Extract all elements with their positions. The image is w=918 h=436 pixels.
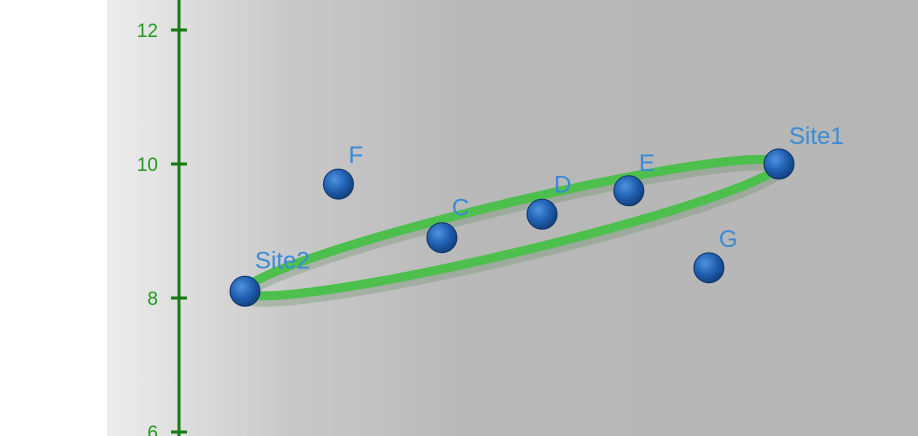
- points-layer: Site1 Site2 C D E F G: [229, 123, 844, 307]
- y-axis-ticks: 6 8 10 12: [137, 21, 187, 436]
- plot-background: [107, 0, 918, 436]
- point-label-e: E: [639, 150, 655, 177]
- y-tick-label: 8: [147, 289, 158, 310]
- y-tick-label: 6: [147, 423, 158, 436]
- point-e[interactable]: [613, 175, 645, 207]
- point-label-site1: Site1: [789, 123, 844, 150]
- point-label-site2: Site2: [255, 247, 310, 274]
- point-label-g: G: [719, 226, 738, 253]
- point-d[interactable]: [526, 198, 558, 230]
- point-label-c: C: [452, 195, 469, 222]
- y-tick-label: 12: [137, 21, 158, 42]
- point-c[interactable]: [426, 222, 458, 254]
- point-label-f: F: [348, 142, 363, 169]
- point-f[interactable]: [322, 168, 354, 200]
- point-site1[interactable]: [763, 148, 795, 180]
- point-label-d: D: [554, 171, 571, 198]
- y-tick-label: 10: [137, 155, 158, 176]
- point-g[interactable]: [693, 252, 725, 284]
- point-site2[interactable]: [229, 275, 261, 307]
